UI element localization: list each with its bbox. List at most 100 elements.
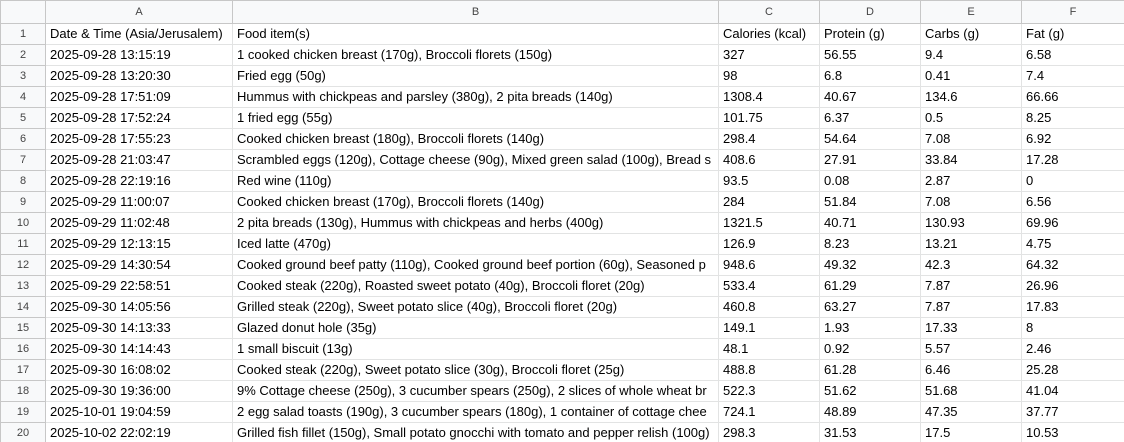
cell-carbs[interactable]: 130.93 bbox=[920, 212, 1022, 234]
cell-fat[interactable]: 37.77 bbox=[1021, 401, 1124, 423]
cell-carbs[interactable]: 6.46 bbox=[920, 359, 1022, 381]
cell-fat[interactable]: 6.58 bbox=[1021, 44, 1124, 66]
cell-protein[interactable]: 63.27 bbox=[819, 296, 921, 318]
row-header[interactable]: 18 bbox=[0, 380, 46, 402]
cell-calories[interactable]: 522.3 bbox=[718, 380, 820, 402]
row-header[interactable]: 2 bbox=[0, 44, 46, 66]
cell-calories[interactable]: 298.4 bbox=[718, 128, 820, 150]
cell-calories[interactable]: 101.75 bbox=[718, 107, 820, 129]
cell-protein[interactable]: 40.67 bbox=[819, 86, 921, 108]
row-header[interactable]: 16 bbox=[0, 338, 46, 360]
column-header-a[interactable]: A bbox=[45, 0, 233, 24]
cell-fat[interactable]: 4.75 bbox=[1021, 233, 1124, 255]
cell-carbs[interactable]: 0.5 bbox=[920, 107, 1022, 129]
header-cell-carbs[interactable]: Carbs (g) bbox=[920, 23, 1022, 45]
cell-datetime[interactable]: 2025-09-30 19:36:00 bbox=[45, 380, 233, 402]
cell-food[interactable]: 1 cooked chicken breast (170g), Broccoli… bbox=[232, 44, 719, 66]
cell-protein[interactable]: 56.55 bbox=[819, 44, 921, 66]
cell-calories[interactable]: 126.9 bbox=[718, 233, 820, 255]
cell-food[interactable]: Grilled steak (220g), Sweet potato slice… bbox=[232, 296, 719, 318]
row-header[interactable]: 14 bbox=[0, 296, 46, 318]
cell-carbs[interactable]: 2.87 bbox=[920, 170, 1022, 192]
row-header[interactable]: 13 bbox=[0, 275, 46, 297]
row-header[interactable]: 1 bbox=[0, 23, 46, 45]
cell-calories[interactable]: 1308.4 bbox=[718, 86, 820, 108]
cell-food[interactable]: Glazed donut hole (35g) bbox=[232, 317, 719, 339]
cell-fat[interactable]: 69.96 bbox=[1021, 212, 1124, 234]
cell-carbs[interactable]: 7.08 bbox=[920, 191, 1022, 213]
cell-food[interactable]: Cooked chicken breast (180g), Broccoli f… bbox=[232, 128, 719, 150]
cell-protein[interactable]: 0.92 bbox=[819, 338, 921, 360]
cell-fat[interactable]: 25.28 bbox=[1021, 359, 1124, 381]
cell-carbs[interactable]: 0.41 bbox=[920, 65, 1022, 87]
cell-datetime[interactable]: 2025-09-28 17:55:23 bbox=[45, 128, 233, 150]
cell-food[interactable]: Fried egg (50g) bbox=[232, 65, 719, 87]
cell-food[interactable]: 2 egg salad toasts (190g), 3 cucumber sp… bbox=[232, 401, 719, 423]
cell-datetime[interactable]: 2025-09-28 13:20:30 bbox=[45, 65, 233, 87]
column-header-b[interactable]: B bbox=[232, 0, 719, 24]
cell-datetime[interactable]: 2025-09-29 11:02:48 bbox=[45, 212, 233, 234]
cell-food[interactable]: Hummus with chickpeas and parsley (380g)… bbox=[232, 86, 719, 108]
cell-datetime[interactable]: 2025-09-29 11:00:07 bbox=[45, 191, 233, 213]
cell-fat[interactable]: 8 bbox=[1021, 317, 1124, 339]
select-all-corner[interactable] bbox=[0, 0, 46, 24]
cell-datetime[interactable]: 2025-09-28 17:52:24 bbox=[45, 107, 233, 129]
cell-calories[interactable]: 948.6 bbox=[718, 254, 820, 276]
row-header[interactable]: 11 bbox=[0, 233, 46, 255]
cell-carbs[interactable]: 7.87 bbox=[920, 296, 1022, 318]
cell-fat[interactable]: 2.46 bbox=[1021, 338, 1124, 360]
cell-fat[interactable]: 17.83 bbox=[1021, 296, 1124, 318]
cell-calories[interactable]: 98 bbox=[718, 65, 820, 87]
cell-protein[interactable]: 48.89 bbox=[819, 401, 921, 423]
header-cell-protein[interactable]: Protein (g) bbox=[819, 23, 921, 45]
cell-carbs[interactable]: 9.4 bbox=[920, 44, 1022, 66]
cell-protein[interactable]: 0.08 bbox=[819, 170, 921, 192]
cell-calories[interactable]: 724.1 bbox=[718, 401, 820, 423]
cell-carbs[interactable]: 7.08 bbox=[920, 128, 1022, 150]
cell-carbs[interactable]: 33.84 bbox=[920, 149, 1022, 171]
cell-food[interactable]: Cooked steak (220g), Sweet potato slice … bbox=[232, 359, 719, 381]
cell-protein[interactable]: 61.29 bbox=[819, 275, 921, 297]
cell-protein[interactable]: 54.64 bbox=[819, 128, 921, 150]
row-header[interactable]: 7 bbox=[0, 149, 46, 171]
cell-datetime[interactable]: 2025-09-28 17:51:09 bbox=[45, 86, 233, 108]
cell-protein[interactable]: 51.62 bbox=[819, 380, 921, 402]
cell-carbs[interactable]: 17.5 bbox=[920, 422, 1022, 442]
cell-food[interactable]: 1 fried egg (55g) bbox=[232, 107, 719, 129]
row-header[interactable]: 15 bbox=[0, 317, 46, 339]
cell-fat[interactable]: 10.53 bbox=[1021, 422, 1124, 442]
row-header[interactable]: 8 bbox=[0, 170, 46, 192]
cell-datetime[interactable]: 2025-09-28 13:15:19 bbox=[45, 44, 233, 66]
cell-carbs[interactable]: 13.21 bbox=[920, 233, 1022, 255]
cell-datetime[interactable]: 2025-09-29 12:13:15 bbox=[45, 233, 233, 255]
row-header[interactable]: 4 bbox=[0, 86, 46, 108]
cell-fat[interactable]: 26.96 bbox=[1021, 275, 1124, 297]
cell-protein[interactable]: 31.53 bbox=[819, 422, 921, 442]
cell-calories[interactable]: 488.8 bbox=[718, 359, 820, 381]
cell-calories[interactable]: 149.1 bbox=[718, 317, 820, 339]
cell-food[interactable]: Cooked chicken breast (170g), Broccoli f… bbox=[232, 191, 719, 213]
cell-fat[interactable]: 66.66 bbox=[1021, 86, 1124, 108]
row-header[interactable]: 20 bbox=[0, 422, 46, 442]
cell-calories[interactable]: 460.8 bbox=[718, 296, 820, 318]
cell-protein[interactable]: 49.32 bbox=[819, 254, 921, 276]
column-header-f[interactable]: F bbox=[1021, 0, 1124, 24]
cell-carbs[interactable]: 42.3 bbox=[920, 254, 1022, 276]
cell-food[interactable]: Grilled fish fillet (150g), Small potato… bbox=[232, 422, 719, 442]
cell-protein[interactable]: 40.71 bbox=[819, 212, 921, 234]
cell-carbs[interactable]: 134.6 bbox=[920, 86, 1022, 108]
cell-fat[interactable]: 0 bbox=[1021, 170, 1124, 192]
cell-carbs[interactable]: 51.68 bbox=[920, 380, 1022, 402]
cell-fat[interactable]: 6.92 bbox=[1021, 128, 1124, 150]
cell-food[interactable]: 2 pita breads (130g), Hummus with chickp… bbox=[232, 212, 719, 234]
cell-food[interactable]: Cooked steak (220g), Roasted sweet potat… bbox=[232, 275, 719, 297]
header-cell-calories[interactable]: Calories (kcal) bbox=[718, 23, 820, 45]
cell-calories[interactable]: 298.3 bbox=[718, 422, 820, 442]
cell-datetime[interactable]: 2025-09-28 22:19:16 bbox=[45, 170, 233, 192]
cell-food[interactable]: Cooked ground beef patty (110g), Cooked … bbox=[232, 254, 719, 276]
row-header[interactable]: 6 bbox=[0, 128, 46, 150]
row-header[interactable]: 19 bbox=[0, 401, 46, 423]
cell-calories[interactable]: 533.4 bbox=[718, 275, 820, 297]
cell-protein[interactable]: 8.23 bbox=[819, 233, 921, 255]
cell-calories[interactable]: 1321.5 bbox=[718, 212, 820, 234]
